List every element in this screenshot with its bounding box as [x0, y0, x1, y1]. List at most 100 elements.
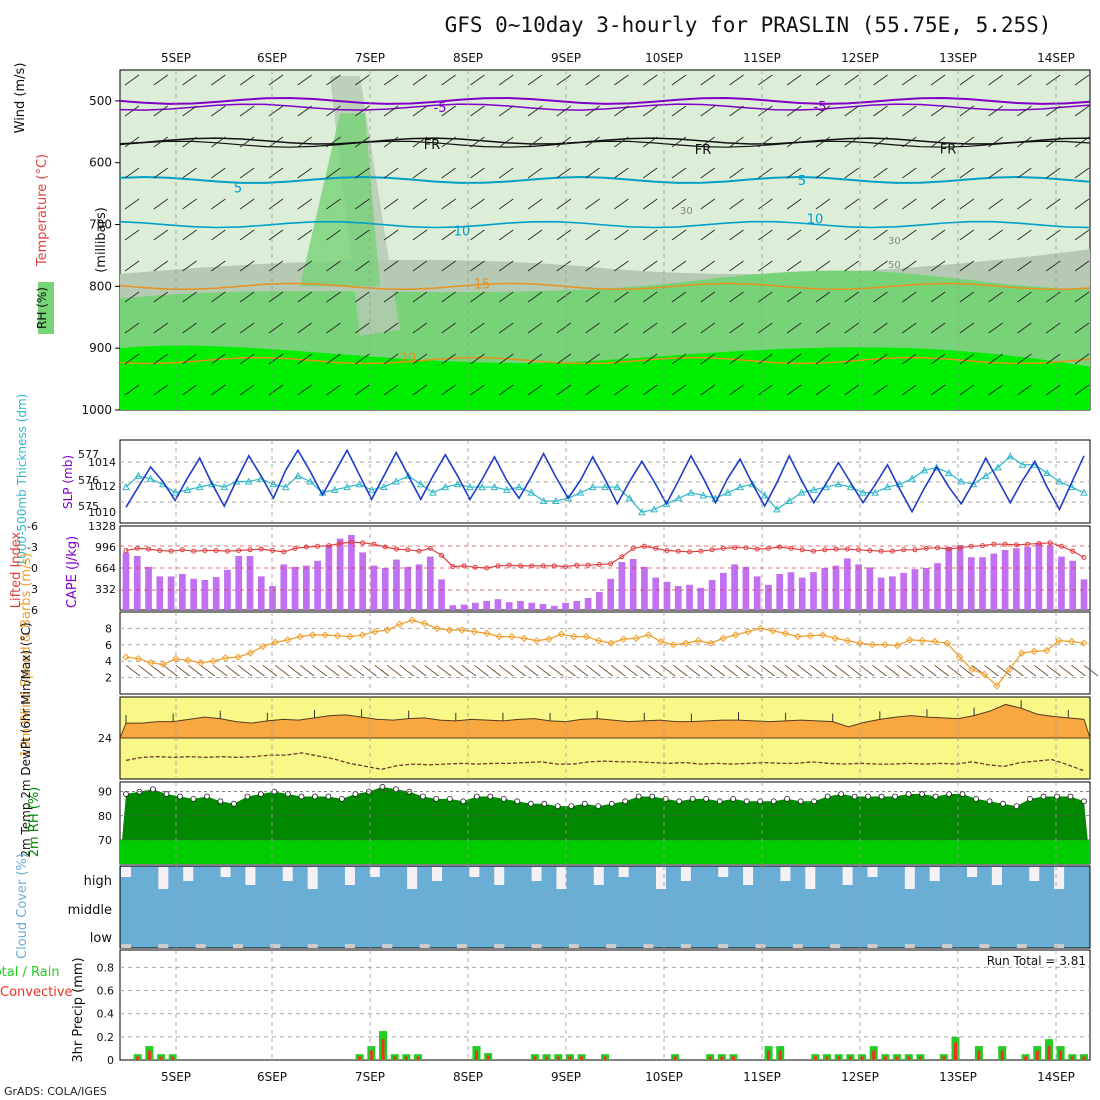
- rh2m-point: [392, 786, 399, 793]
- high-cloud-gap: [780, 867, 791, 881]
- cape-bar: [359, 552, 367, 610]
- wind-barb: [153, 136, 169, 148]
- wind-barb: [124, 74, 140, 86]
- wind-barb: [383, 167, 399, 179]
- thickness-point: [416, 480, 425, 488]
- date-label-top: 8SEP: [453, 51, 483, 65]
- precip-tick-label: 0.2: [97, 1031, 115, 1044]
- run-total-label: Run Total = 3.81: [987, 954, 1086, 968]
- surface-wind-barb: [250, 664, 265, 677]
- surface-wind-barb: [1021, 664, 1037, 677]
- wind-barb: [585, 198, 600, 210]
- wind-barb: [729, 353, 744, 365]
- wind-barb: [470, 322, 485, 334]
- high-cloud-gap: [469, 867, 480, 877]
- wind-barb: [355, 74, 370, 86]
- convective-bar: [404, 1056, 408, 1060]
- cape-bar: [810, 572, 817, 610]
- surface-wind-barb: [996, 664, 1012, 677]
- wind-barb: [988, 105, 1003, 117]
- profile-ytick-label: 600: [89, 156, 112, 170]
- cape-bar: [686, 584, 693, 610]
- wind-barb: [211, 353, 226, 365]
- wind-barb: [642, 167, 658, 179]
- wind-barb: [844, 353, 859, 365]
- surface-wind-barb: [884, 664, 900, 677]
- wind-barb: [844, 384, 859, 396]
- wind-barb: [930, 291, 946, 303]
- thickness-tick-label: 577: [78, 448, 99, 461]
- wind-barb: [1045, 229, 1061, 241]
- cape-bar: [505, 602, 513, 610]
- cape-bar: [629, 559, 637, 610]
- cloud-level-label: low: [90, 931, 113, 946]
- cape-bar: [596, 592, 603, 610]
- wind-barb: [930, 167, 946, 179]
- wind-barb: [959, 260, 975, 272]
- cape-bar: [753, 576, 761, 610]
- cape-bar: [708, 580, 716, 610]
- surface-wind-barb: [163, 664, 178, 677]
- surface-wind-barb: [548, 664, 564, 677]
- wind-barb: [211, 291, 226, 303]
- cape-bar: [877, 577, 885, 610]
- wind-barb: [815, 384, 831, 396]
- wind-barb: [700, 229, 715, 241]
- wind-barb: [700, 74, 715, 86]
- wind-speed-point: [868, 641, 877, 649]
- contour-label: 10: [807, 212, 824, 227]
- wind-barb: [959, 74, 975, 86]
- profile-isotherm: [119, 220, 1091, 229]
- high-cloud-gap: [805, 867, 816, 889]
- convective-bar: [720, 1056, 724, 1060]
- wind-speed-point: [644, 631, 653, 639]
- surface-wind-barb: [461, 664, 477, 677]
- date-label-top: 13SEP: [939, 51, 977, 65]
- high-cloud-gap: [369, 867, 380, 877]
- wind-barb: [470, 105, 485, 117]
- rh2m-point: [838, 791, 845, 797]
- wind-barb: [499, 105, 514, 117]
- cape-bar: [979, 557, 986, 610]
- convective-bar: [474, 1050, 478, 1060]
- slp-line: [125, 448, 1085, 514]
- wind-speed-point: [321, 631, 329, 639]
- wind-barb: [239, 229, 255, 241]
- wind-speed-point: [557, 630, 566, 638]
- rh2m-point: [851, 793, 858, 800]
- wind-barb: [527, 74, 543, 86]
- high-cloud-gap: [718, 867, 729, 877]
- cape-bar: [438, 579, 445, 610]
- low-cloud-gap: [904, 944, 915, 948]
- cape-bar: [1080, 579, 1088, 610]
- wind-barb: [585, 291, 600, 303]
- wind-barb: [959, 136, 975, 148]
- surface-wind-barb: [698, 664, 713, 677]
- rh2m-point: [824, 793, 831, 800]
- wind-barb: [1074, 291, 1090, 303]
- surface-wind-barb: [785, 664, 800, 677]
- wind-barb: [412, 198, 428, 210]
- cape-bar: [201, 580, 209, 610]
- precip-tick-label: 0.8: [97, 961, 115, 974]
- convective-bar: [171, 1056, 175, 1060]
- wind-barb: [499, 74, 514, 86]
- low-cloud-gap: [680, 944, 691, 948]
- rh2m-point: [716, 798, 723, 805]
- wind-barb: [729, 136, 744, 148]
- wind-barb: [930, 105, 946, 117]
- wind-barb: [671, 74, 687, 86]
- wind-barb: [470, 74, 485, 86]
- wind-barb: [499, 136, 514, 148]
- contour-label: FR: [424, 138, 441, 153]
- convective-bar: [358, 1056, 362, 1060]
- rh2m-tick-label: 80: [98, 810, 112, 823]
- wind-barb: [844, 105, 859, 117]
- rh2m-point: [689, 795, 696, 802]
- wind-barb: [1017, 291, 1032, 303]
- convective-bar: [1047, 1046, 1051, 1060]
- wind-barb: [729, 167, 744, 179]
- wind-barb: [297, 291, 312, 303]
- wind-barb: [930, 384, 946, 396]
- convective-bar: [837, 1056, 841, 1060]
